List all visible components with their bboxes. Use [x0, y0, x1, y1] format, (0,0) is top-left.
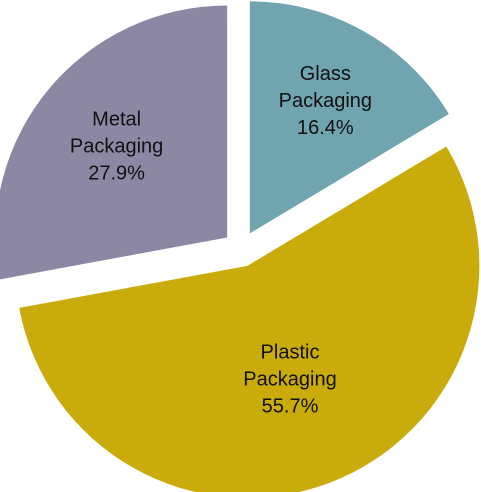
- slice-label-glass-packaging: Glass Packaging 16.4%: [279, 63, 372, 139]
- slice-label-line: Metal: [92, 108, 141, 130]
- slice-label-line: Plastic: [261, 342, 320, 364]
- slice-label-line: Packaging: [70, 135, 163, 157]
- slice-label-line: Glass: [300, 63, 351, 85]
- slice-label-plastic-packaging: Plastic Packaging 55.7%: [243, 342, 336, 418]
- pie-slice-metal-packaging: [0, 5, 228, 280]
- slice-label-line: 16.4%: [297, 117, 354, 139]
- pie-slice-plastic-packaging: [19, 146, 480, 492]
- slice-label-line: Packaging: [243, 369, 336, 391]
- pie-slice-glass-packaging: [249, 1, 449, 234]
- slice-label-line: 55.7%: [262, 396, 319, 418]
- slice-label-line: 27.9%: [88, 162, 145, 184]
- slice-label-metal-packaging: Metal Packaging 27.9%: [70, 108, 163, 184]
- slice-label-line: Packaging: [279, 90, 372, 112]
